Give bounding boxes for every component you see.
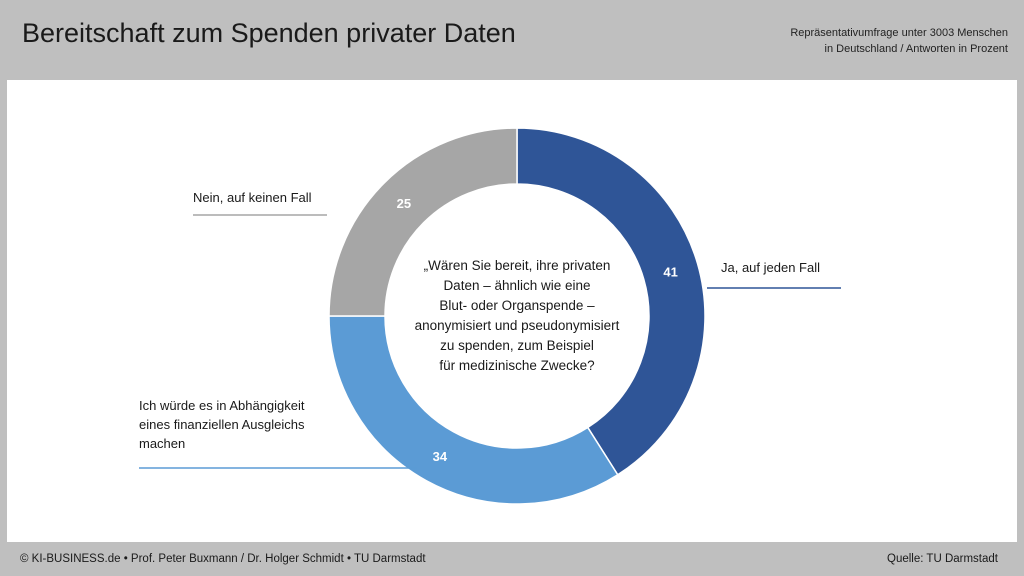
slice-values: 41 34 25 xyxy=(397,196,678,464)
slice-value-label: 41 xyxy=(663,264,677,279)
center-question-line: Daten – ähnlich wie eine xyxy=(443,278,590,293)
survey-note-line: in Deutschland / Antworten in Prozent xyxy=(824,43,1008,55)
category-label: Ja, auf jeden Fall xyxy=(721,260,820,275)
category-label: machen xyxy=(139,436,185,451)
center-question-line: Blut- oder Organspende – xyxy=(439,298,595,313)
donut-slice xyxy=(516,127,706,476)
footer-source: Quelle: TU Darmstadt xyxy=(887,553,998,565)
center-question-line: „Wären Sie bereit, ihre privaten xyxy=(424,258,611,273)
footer-credits: © KI-BUSINESS.de • Prof. Peter Buxmann /… xyxy=(20,553,426,565)
donut-chart: 41 34 25 Ja, auf jeden Fall Ich würde es in… xyxy=(139,127,841,505)
center-question-line: zu spenden, zum Beispiel xyxy=(440,338,594,353)
center-question: „Wären Sie bereit, ihre privaten Daten – … xyxy=(415,258,620,373)
category-label: eines finanziellen Ausgleichs xyxy=(139,417,305,432)
center-question-line: für medizinische Zwecke? xyxy=(439,358,594,373)
donut-slice xyxy=(328,127,518,317)
survey-note-line: Repräsentativumfrage unter 3003 Menschen xyxy=(790,27,1008,39)
chart-panel: 41 34 25 Ja, auf jeden Fall Ich würde es in… xyxy=(7,80,1017,542)
donut-slices xyxy=(328,127,706,505)
category-label: Ich würde es in Abhängigkeit xyxy=(139,398,305,413)
survey-note: Repräsentativumfrage unter 3003 Menschen… xyxy=(790,25,1008,57)
slice-value-label: 34 xyxy=(433,449,448,464)
category-label: Nein, auf keinen Fall xyxy=(193,190,312,205)
page-title: Bereitschaft zum Spenden privater Daten xyxy=(22,18,516,48)
center-question-line: anonymisiert und pseudonymisiert xyxy=(415,318,620,333)
leader-lines xyxy=(139,214,841,469)
category-labels: Ja, auf jeden Fall Ich würde es in Abhäng… xyxy=(139,190,820,451)
donut-slice xyxy=(328,315,619,505)
slice-value-label: 25 xyxy=(397,196,411,211)
